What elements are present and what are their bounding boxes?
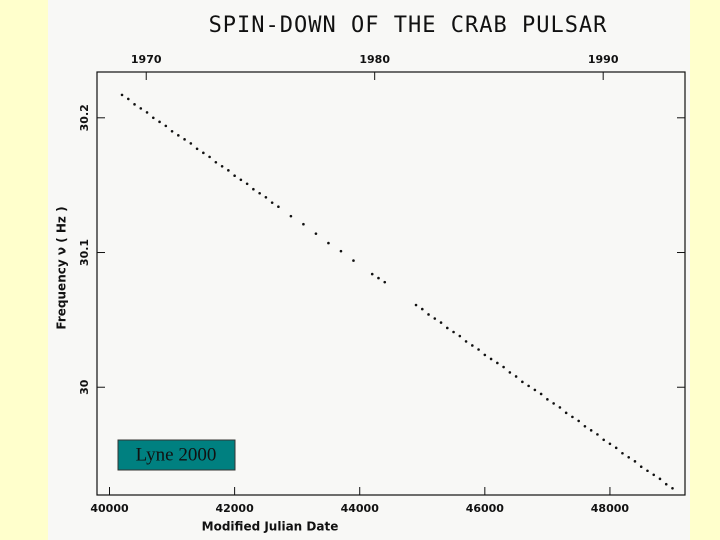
- annotation-box: [117, 439, 236, 471]
- data-point: [145, 111, 149, 114]
- data-point: [546, 398, 549, 401]
- data-point: [602, 438, 605, 442]
- y-axis-label: Frequency ν ( Hz ): [55, 206, 69, 329]
- data-point: [533, 388, 537, 392]
- data-point: [671, 486, 674, 490]
- y-tick-label: 30: [78, 379, 91, 395]
- chart-title: SPIN-DOWN OF THE CRAB PULSAR: [209, 13, 608, 38]
- data-point: [452, 330, 455, 334]
- data-point: [552, 402, 555, 405]
- data-point: [270, 201, 274, 204]
- data-point: [377, 276, 380, 280]
- data-point: [202, 151, 205, 155]
- data-point: [239, 178, 243, 182]
- data-point: [633, 460, 637, 463]
- data-point: [621, 451, 624, 455]
- data-point: [314, 232, 318, 235]
- data-point: [427, 313, 430, 316]
- x-axis-label: Modified Julian Date: [202, 520, 339, 534]
- data-point: [339, 249, 343, 253]
- data-point: [439, 321, 443, 324]
- data-point: [183, 138, 186, 141]
- data-point: [170, 129, 174, 133]
- x-tick-label: 46000: [466, 502, 505, 515]
- data-point: [614, 446, 618, 450]
- data-point: [502, 365, 505, 369]
- data-point: [489, 357, 493, 361]
- data-point: [327, 241, 330, 245]
- data-point: [414, 303, 418, 307]
- annotation: Lyne 2000: [136, 444, 217, 465]
- top-tick-label: 1990: [588, 53, 619, 66]
- data-point: [639, 465, 643, 469]
- data-point: [370, 272, 374, 276]
- data-point: [302, 222, 305, 226]
- data-point: [433, 317, 437, 320]
- data-point: [258, 191, 261, 195]
- data-point: [496, 361, 499, 365]
- y-tick-label: 30.2: [78, 104, 91, 131]
- x-tick-label: 40000: [90, 502, 129, 515]
- data-point: [220, 164, 224, 168]
- x-tick-label: 48000: [591, 502, 630, 515]
- x-tick-label: 44000: [341, 502, 380, 515]
- top-tick-label: 1980: [359, 53, 390, 66]
- data-point: [508, 371, 512, 374]
- data-point: [120, 93, 124, 97]
- data-point: [596, 433, 599, 436]
- data-point: [564, 411, 568, 415]
- data-point: [252, 187, 255, 191]
- data-point: [158, 120, 161, 124]
- data-point: [177, 134, 180, 137]
- data-point: [139, 107, 143, 110]
- data-point: [458, 334, 462, 338]
- data-point: [652, 473, 656, 477]
- data-point: [646, 469, 649, 473]
- data-point: [664, 482, 668, 486]
- data-point: [164, 124, 168, 128]
- data-point: [214, 160, 218, 164]
- data-point: [352, 259, 355, 262]
- data-point: [483, 353, 487, 357]
- data-point: [571, 415, 574, 419]
- data-point: [227, 169, 230, 172]
- data-point: [464, 340, 468, 343]
- data-point: [264, 195, 268, 199]
- y-tick-label: 30.1: [78, 239, 91, 266]
- data-point: [383, 280, 387, 284]
- data-point: [477, 348, 480, 351]
- data-point: [208, 155, 211, 159]
- x-tick-label: 42000: [215, 502, 254, 515]
- data-point: [627, 455, 631, 459]
- data-point: [195, 147, 199, 151]
- data-point: [577, 419, 580, 423]
- data-point: [133, 103, 136, 106]
- data-point: [126, 97, 130, 101]
- plot-frame: [96, 71, 686, 496]
- data-point: [289, 214, 293, 218]
- data-point: [277, 205, 280, 209]
- data-point: [583, 424, 587, 428]
- data-point: [589, 429, 593, 432]
- data-point: [527, 384, 530, 388]
- data-point: [521, 380, 524, 384]
- data-point: [420, 307, 424, 311]
- data-point: [514, 375, 518, 378]
- data-point: [151, 116, 155, 120]
- data-point: [233, 174, 236, 178]
- data-point: [558, 406, 562, 409]
- data-point: [245, 182, 249, 186]
- data-point: [471, 344, 474, 347]
- top-tick-label: 1970: [131, 53, 162, 66]
- data-point: [189, 142, 193, 145]
- data-point: [539, 392, 543, 396]
- data-point: [608, 442, 612, 446]
- data-point: [445, 326, 449, 330]
- data-point: [658, 477, 662, 481]
